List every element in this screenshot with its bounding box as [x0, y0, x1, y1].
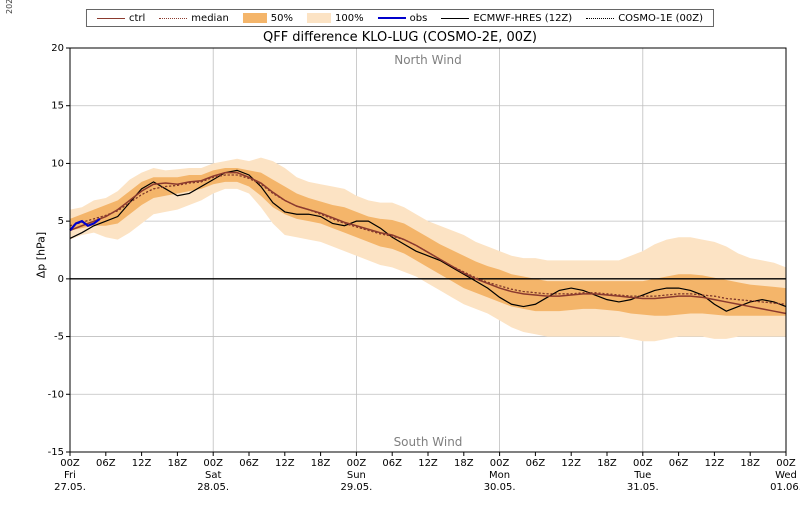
svg-text:29.05.: 29.05.: [340, 482, 372, 493]
svg-text:Mon: Mon: [489, 470, 510, 481]
svg-text:27.05.: 27.05.: [54, 482, 86, 493]
svg-text:North Wind: North Wind: [394, 53, 462, 67]
svg-text:0: 0: [58, 274, 64, 285]
svg-text:06Z: 06Z: [96, 458, 116, 469]
svg-text:Fri: Fri: [64, 470, 76, 481]
svg-text:15: 15: [51, 101, 64, 112]
svg-text:12Z: 12Z: [132, 458, 152, 469]
svg-text:18Z: 18Z: [454, 458, 474, 469]
svg-text:12Z: 12Z: [275, 458, 295, 469]
svg-text:Sun: Sun: [347, 470, 366, 481]
svg-text:00Z: 00Z: [633, 458, 653, 469]
svg-text:18Z: 18Z: [597, 458, 617, 469]
svg-text:5: 5: [58, 216, 64, 227]
svg-text:31.05.: 31.05.: [627, 482, 659, 493]
svg-text:Sat: Sat: [205, 470, 221, 481]
svg-text:18Z: 18Z: [740, 458, 760, 469]
chart-svg: -15 -10 -5 0 5 10 15 20 00Z 06Z 12Z 18Z 00Z 06Z 12Z 18Z…: [0, 0, 800, 509]
svg-text:18Z: 18Z: [311, 458, 331, 469]
svg-text:00Z: 00Z: [203, 458, 223, 469]
svg-text:00Z: 00Z: [60, 458, 80, 469]
svg-text:South Wind: South Wind: [394, 435, 463, 449]
svg-text:12Z: 12Z: [561, 458, 581, 469]
svg-text:06Z: 06Z: [382, 458, 402, 469]
svg-text:-15: -15: [48, 447, 64, 458]
svg-text:10: 10: [51, 158, 64, 169]
svg-text:20: 20: [51, 43, 64, 54]
svg-text:18Z: 18Z: [168, 458, 188, 469]
svg-text:-10: -10: [48, 389, 64, 400]
svg-text:30.05.: 30.05.: [484, 482, 516, 493]
svg-text:Wed: Wed: [775, 470, 797, 481]
svg-text:00Z: 00Z: [776, 458, 796, 469]
svg-text:12Z: 12Z: [705, 458, 725, 469]
svg-text:00Z: 00Z: [347, 458, 367, 469]
svg-text:-5: -5: [54, 332, 64, 343]
svg-text:12Z: 12Z: [418, 458, 438, 469]
svg-text:Tue: Tue: [633, 470, 651, 481]
svg-text:06Z: 06Z: [526, 458, 546, 469]
svg-text:06Z: 06Z: [669, 458, 689, 469]
svg-text:01.06.: 01.06.: [770, 482, 800, 493]
svg-text:28.05.: 28.05.: [197, 482, 229, 493]
svg-text:06Z: 06Z: [239, 458, 259, 469]
svg-text:00Z: 00Z: [490, 458, 510, 469]
